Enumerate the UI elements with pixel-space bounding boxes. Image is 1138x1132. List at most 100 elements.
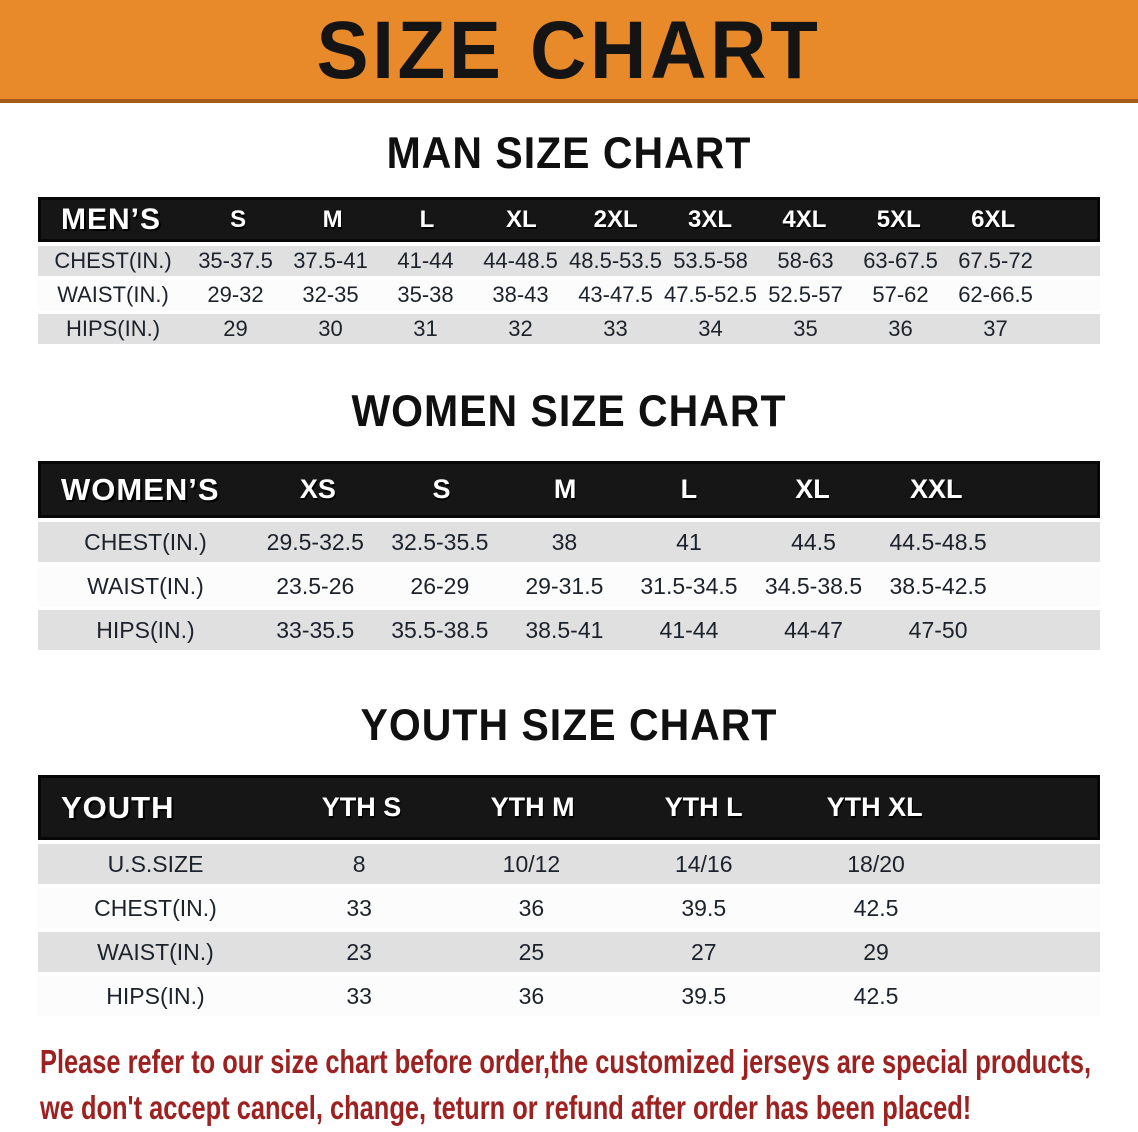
table-row: WAIST(IN.) 29-32 32-35 35-38 38-43 43-47.5 47.… — [38, 280, 1100, 310]
page-title: SIZE CHART — [316, 3, 822, 96]
cell: 33 — [603, 316, 628, 341]
size-chart-section: MAN SIZE CHART MEN’S S M L XL 2XL 3XL 4XL 5XL 6XL C… — [0, 128, 1138, 344]
size-chart-section: YOUTH SIZE CHART YOUTH YTH S YTH M YTH L YTH … — [0, 700, 1138, 1016]
row-label: CHEST(IN.) — [84, 528, 207, 555]
cell: 38.5-42.5 — [889, 572, 987, 599]
table-row: HIPS(IN.) 33 36 39.5 42.5 — [38, 976, 1100, 1016]
size-chart-section: WOMEN SIZE CHART WOMEN’S XS S M L XL XXL CHEST(I… — [0, 386, 1138, 650]
cell: 29-32 — [207, 282, 264, 307]
table-row: WAIST(IN.) 23 25 27 29 — [38, 932, 1100, 972]
cell: 47.5-52.5 — [664, 282, 757, 307]
cell: 62-66.5 — [958, 282, 1033, 307]
column-header: 4XL — [782, 205, 827, 233]
row-label: HIPS(IN.) — [65, 316, 161, 341]
size-table: YOUTH YTH S YTH M YTH L YTH XL U.S.SIZE 8 10/12… — [38, 775, 1100, 1016]
cell: 29 — [223, 316, 248, 341]
column-header: YTH L — [664, 792, 743, 822]
cell: 27 — [690, 938, 717, 965]
cell: 57-62 — [872, 282, 929, 307]
column-header: S — [230, 205, 247, 233]
size-table: WOMEN’S XS S M L XL XXL CHEST(IN.) 29.5-32.5 32.5… — [38, 461, 1100, 650]
cell: 58-63 — [777, 248, 834, 273]
column-header: M — [322, 205, 343, 233]
table-row: HIPS(IN.) 33-35.5 35.5-38.5 38.5-41 41-44 44-… — [38, 610, 1100, 650]
cell: 33-35.5 — [276, 616, 355, 643]
column-header: YTH M — [490, 792, 575, 822]
section-title: MAN SIZE CHART — [386, 128, 752, 178]
cell: 63-67.5 — [863, 248, 938, 273]
cell: 31 — [413, 316, 438, 341]
cell: 29 — [863, 938, 889, 965]
table-header: WOMEN’S XS S M L XL XXL — [38, 461, 1100, 518]
table-header-label: YOUTH — [61, 789, 175, 825]
cell: 42.5 — [853, 894, 899, 921]
cell: 36 — [518, 982, 545, 1009]
column-header: L — [419, 205, 435, 233]
cell: 31.5-34.5 — [640, 572, 738, 599]
cell: 29-31.5 — [525, 572, 604, 599]
table-row: CHEST(IN.) 35-37.5 37.5-41 41-44 44-48.5 48.5… — [38, 246, 1100, 276]
cell: 35-38 — [397, 282, 454, 307]
table-row: HIPS(IN.) 29 30 31 32 33 34 35 36 37 — [38, 314, 1100, 344]
cell: 35.5-38.5 — [391, 616, 489, 643]
disclaimer: Please refer to our size chart before or… — [40, 1043, 1138, 1127]
cell: 33 — [346, 982, 372, 1009]
section-title: WOMEN SIZE CHART — [351, 386, 787, 436]
cell: 14/16 — [674, 850, 733, 877]
cell: 10/12 — [502, 850, 561, 877]
cell: 41-44 — [397, 248, 454, 273]
cell: 44-48.5 — [483, 248, 558, 273]
table-header-label: MEN’S — [61, 202, 162, 236]
column-header: L — [680, 474, 698, 504]
cell: 48.5-53.5 — [569, 248, 662, 273]
cell: 34 — [698, 316, 723, 341]
cell: 42.5 — [853, 982, 899, 1009]
cell: 44-47 — [784, 616, 843, 643]
size-table: MEN’S S M L XL 2XL 3XL 4XL 5XL 6XL CHEST(IN.) 35-37… — [38, 197, 1100, 344]
row-label: WAIST(IN.) — [97, 938, 214, 965]
sections: MAN SIZE CHART MEN’S S M L XL 2XL 3XL 4XL 5XL 6XL C… — [0, 128, 1138, 1016]
column-header: XS — [299, 474, 336, 504]
column-header: 5XL — [876, 205, 921, 233]
cell: 26-29 — [410, 572, 470, 599]
cell: 36 — [518, 894, 545, 921]
disclaimer-line-2: we don't accept cancel, change, teturn o… — [40, 1088, 972, 1127]
cell: 25 — [518, 938, 545, 965]
table-row: U.S.SIZE 8 10/12 14/16 18/20 — [38, 844, 1100, 884]
cell: 38.5-41 — [525, 616, 604, 643]
table-header: YOUTH YTH S YTH M YTH L YTH XL — [38, 775, 1100, 840]
cell: 29.5-32.5 — [266, 528, 364, 555]
cell: 35-37.5 — [198, 248, 273, 273]
cell: 47-50 — [908, 616, 968, 643]
cell: 38 — [551, 528, 578, 555]
cell: 36 — [888, 316, 913, 341]
row-label: CHEST(IN.) — [94, 894, 217, 921]
row-label: U.S.SIZE — [107, 850, 204, 877]
cell: 35 — [793, 316, 818, 341]
cell: 18/20 — [847, 850, 905, 877]
column-header: 6XL — [971, 205, 1016, 233]
row-label: WAIST(IN.) — [57, 282, 169, 307]
cell: 52.5-57 — [768, 282, 843, 307]
cell: 53.5-58 — [673, 248, 748, 273]
column-header: S — [432, 474, 451, 504]
column-header: 3XL — [688, 205, 733, 233]
column-header: XXL — [909, 474, 963, 504]
cell: 44.5 — [791, 528, 836, 555]
cell: 41-44 — [659, 616, 719, 643]
column-header: YTH S — [321, 792, 402, 822]
table-row: CHEST(IN.) 33 36 39.5 42.5 — [38, 888, 1100, 928]
cell: 38-43 — [492, 282, 549, 307]
cell: 34.5-38.5 — [764, 572, 863, 599]
cell: 44.5-48.5 — [889, 528, 987, 555]
cell: 32.5-35.5 — [391, 528, 489, 555]
cell: 43-47.5 — [578, 282, 653, 307]
cell: 39.5 — [681, 894, 727, 921]
banner: SIZE CHART — [0, 0, 1138, 103]
row-label: WAIST(IN.) — [87, 572, 204, 599]
column-header: XL — [795, 474, 830, 504]
column-header: M — [553, 474, 577, 504]
cell: 37 — [983, 316, 1008, 341]
column-header: YTH XL — [826, 792, 923, 822]
